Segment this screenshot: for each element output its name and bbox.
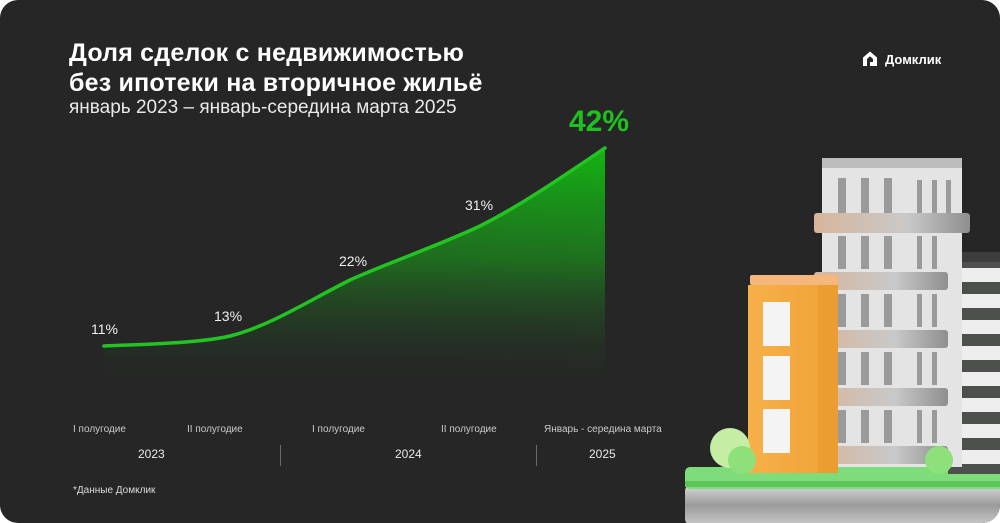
chart-subtitle: январь 2023 – январь-середина марта 2025: [69, 97, 457, 118]
x-axis-period: I полугодие: [73, 424, 126, 435]
buildings-illustration: [685, 158, 1000, 523]
domclick-house-logo-icon: [860, 49, 880, 69]
year-divider: [280, 445, 281, 466]
point-label: 31%: [465, 197, 494, 213]
latest-value-label: 42%: [569, 105, 630, 138]
x-axis-year: 2023: [138, 447, 165, 461]
brand-name: Домклик: [885, 51, 942, 67]
point-label: 22%: [339, 253, 368, 269]
x-axis-year: 2024: [395, 447, 422, 461]
x-axis-period: II полугодие: [441, 424, 497, 435]
x-axis-year: 2025: [589, 447, 616, 461]
brand-logo: Домклик: [860, 49, 941, 69]
source-footnote: *Данные Домклик: [73, 485, 156, 496]
chart-title: Доля сделок с недвижимостью без ипотеки …: [69, 38, 483, 98]
x-axis-period: Январь - середина марта: [544, 424, 662, 435]
point-label: 13%: [214, 308, 243, 324]
year-divider: [536, 445, 537, 466]
chart-line: [102, 146, 607, 348]
title-line-1: Доля сделок с недвижимостью: [69, 39, 465, 67]
point-label: 11%: [91, 321, 118, 337]
x-axis-period: II полугодие: [187, 424, 243, 435]
title-line-2: без ипотеки на вторичное жильё: [69, 69, 483, 97]
x-axis-period: I полугодие: [312, 424, 365, 435]
